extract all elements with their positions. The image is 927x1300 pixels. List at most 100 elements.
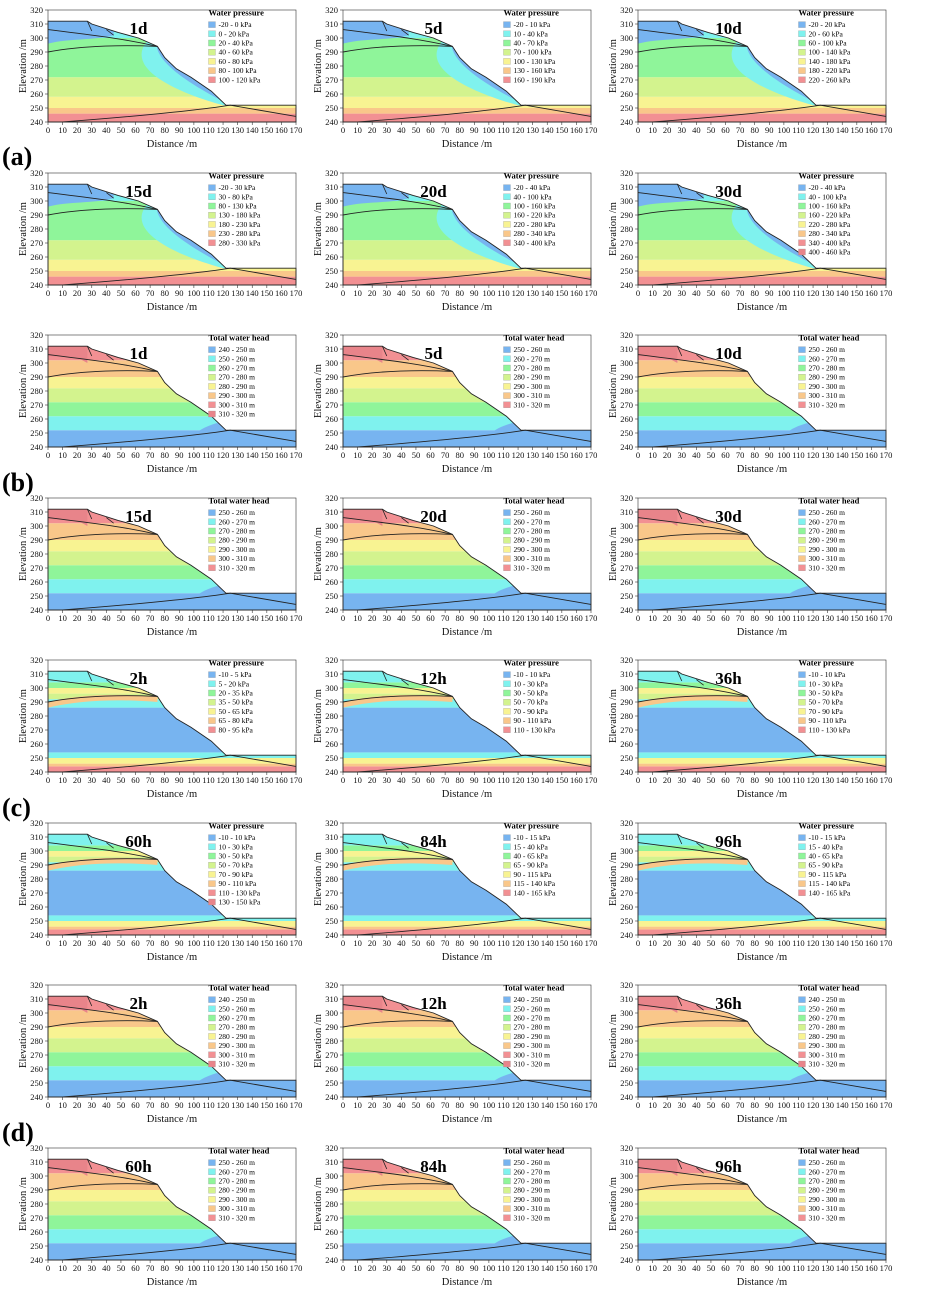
chart-panel-d-60h: 0 10 20 30 40 50 60 70 80 90 100 110 120 130 140 150 160… — [16, 1140, 311, 1300]
x-tick-label-10: 10 — [58, 938, 67, 948]
x-tick-label-60: 60 — [721, 1100, 730, 1110]
y-tick-label-250: 250 — [325, 1241, 338, 1251]
chart-svg: 0 10 20 30 40 50 60 70 80 90 100 110 120 130 140 150 160… — [18, 168, 302, 313]
band-wpc-2 — [48, 921, 296, 927]
x-tick-label-70: 70 — [736, 1100, 745, 1110]
band-head-3 — [48, 388, 296, 403]
legend-entry-6: 340 - 400 kPa — [808, 238, 851, 247]
x-tick-label-110: 110 — [792, 1100, 804, 1110]
legend-swatch-2 — [208, 689, 216, 697]
crack-lines — [87, 184, 114, 199]
wp-crest-zone — [343, 184, 409, 207]
legend-swatch-0 — [503, 1159, 511, 1166]
x-tick-label-10: 10 — [648, 1263, 657, 1273]
legend-swatch-0 — [798, 21, 806, 28]
y-tick-label-310: 310 — [30, 507, 43, 517]
band-wpc-7 — [638, 851, 886, 857]
legend-entry-5: 90 - 110 kPa — [218, 879, 257, 888]
x-tick-label-20: 20 — [663, 1263, 672, 1273]
x-tick-label-140: 140 — [836, 1263, 849, 1273]
legend-entry-1: 260 - 270 m — [808, 1167, 845, 1176]
legend-swatch-3 — [798, 537, 806, 544]
x-tick-label-80: 80 — [750, 775, 759, 785]
legend-swatch-5 — [798, 880, 806, 887]
y-tick-label-240: 240 — [620, 280, 633, 290]
y-tick-label-300: 300 — [325, 846, 338, 856]
band-wpc-0 — [638, 929, 886, 935]
x-tick-label-130: 130 — [526, 1100, 539, 1110]
y-tick-label-250: 250 — [30, 103, 43, 113]
legend-title: Water pressure — [798, 8, 854, 18]
legend-entry-0: 250 - 260 m — [513, 345, 550, 354]
band-head-4 — [638, 1027, 886, 1039]
x-tick-label-10: 10 — [648, 1100, 657, 1110]
x-tick-label-160: 160 — [275, 450, 288, 460]
time-label: 10d — [715, 19, 742, 38]
legend-title: Water pressure — [208, 8, 264, 18]
y-tick-label-250: 250 — [325, 753, 338, 763]
band-wpc-8 — [343, 682, 591, 688]
crack-lines — [382, 509, 409, 524]
legend-entry-5: 80 - 100 kPa — [218, 66, 257, 75]
x-tick-label-140: 140 — [541, 938, 554, 948]
x-tick-label-30: 30 — [383, 938, 392, 948]
legend-entry-0: -20 - 40 kPa — [808, 183, 846, 192]
legend-swatch-1 — [208, 193, 216, 200]
legend-entry-3: 65 - 90 kPa — [513, 861, 548, 870]
band-wpc-1 — [638, 926, 886, 930]
legend-entry-2: 100 - 160 kPa — [513, 202, 556, 211]
x-tick-label-40: 40 — [692, 450, 701, 460]
x-tick-label-50: 50 — [707, 1263, 716, 1273]
legend-swatch-5 — [208, 555, 216, 562]
y-tick-label-320: 320 — [325, 980, 338, 990]
legend-entry-2: 270 - 280 m — [513, 1177, 550, 1186]
x-tick-label-80: 80 — [750, 450, 759, 460]
band-wp-1 — [638, 108, 886, 114]
x-tick-label-60: 60 — [131, 450, 140, 460]
legend-swatch-3 — [503, 699, 511, 706]
y-tick-label-240: 240 — [30, 280, 43, 290]
x-tick-label-90: 90 — [175, 288, 184, 298]
crack-lines — [382, 184, 409, 199]
y-tick-label-280: 280 — [620, 549, 633, 559]
legend-entry-5: 280 - 340 kPa — [513, 229, 556, 238]
chart-svg: 0 10 20 30 40 50 60 70 80 90 100 110 120 130 140 150 160… — [608, 1143, 892, 1288]
legend-swatch-5 — [798, 1205, 806, 1212]
legend-entry-3: 280 - 290 m — [808, 1186, 845, 1195]
y-tick-label-310: 310 — [620, 182, 633, 192]
band-head-3 — [48, 1201, 296, 1216]
legend-swatch-0 — [503, 671, 511, 678]
y-tick-label-300: 300 — [30, 1171, 43, 1181]
legend-entry-2: 40 - 65 kPa — [513, 852, 548, 861]
time-label: 20d — [420, 507, 447, 526]
band-wpc-0 — [638, 766, 886, 772]
x-axis-label: Distance /m — [737, 1277, 787, 1288]
x-tick-label-0: 0 — [46, 1100, 50, 1110]
legend-title: Total water head — [208, 983, 269, 993]
y-axis-label: Elevation /m — [608, 202, 619, 256]
time-label: 60h — [125, 1157, 152, 1176]
slope-outline — [47, 183, 297, 286]
layer-boundary-upper — [47, 45, 158, 53]
bedrock-boundary — [357, 267, 592, 286]
x-tick-label-160: 160 — [865, 1100, 878, 1110]
legend-entry-3: 280 - 290 m — [218, 1186, 255, 1195]
legend-swatch-2 — [798, 527, 806, 535]
legend-entry-3: 160 - 220 kPa — [513, 211, 556, 220]
chart-svg: 0 10 20 30 40 50 60 70 80 90 100 110 120 130 140 150 160… — [608, 330, 892, 475]
x-tick-label-40: 40 — [692, 125, 701, 135]
legend-swatch-0 — [503, 509, 511, 516]
x-tick-label-140: 140 — [836, 613, 849, 623]
legend-swatch-3 — [798, 49, 806, 56]
y-tick-label-290: 290 — [30, 1022, 43, 1032]
band-wpc-8 — [638, 845, 886, 851]
x-tick-label-10: 10 — [58, 288, 67, 298]
x-tick-label-110: 110 — [792, 775, 804, 785]
legend-swatch-5 — [503, 392, 511, 399]
legend-title: Total water head — [208, 1146, 269, 1156]
y-tick-label-280: 280 — [620, 386, 633, 396]
band-head-4 — [343, 1027, 591, 1039]
x-tick-label-120: 120 — [217, 775, 230, 785]
y-tick-label-280: 280 — [30, 224, 43, 234]
